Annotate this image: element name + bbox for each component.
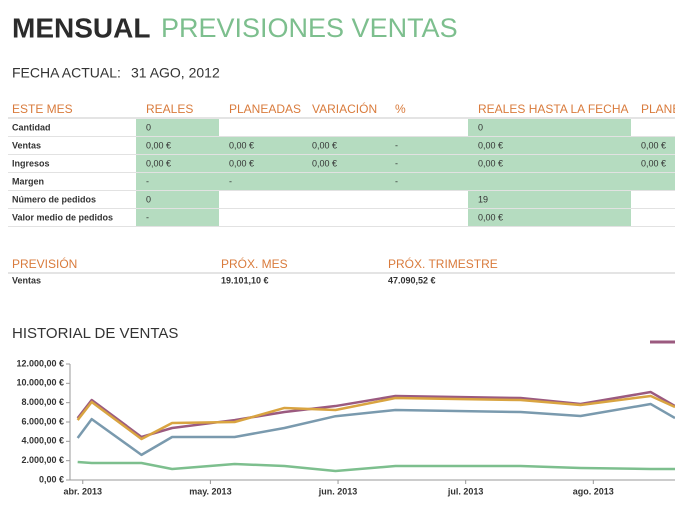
column-header: ESTE MES — [12, 102, 73, 116]
forecast-cell: Ventas — [12, 275, 41, 285]
cell-fill — [631, 137, 675, 154]
y-tick-label: 6.000,00 € — [21, 416, 64, 426]
cell-fill — [136, 119, 219, 136]
title-light: PREVISIONES VENTAS — [161, 13, 458, 43]
cell: - — [146, 176, 149, 186]
cell-fill — [302, 137, 385, 154]
chart-title: HISTORIAL DE VENTAS — [12, 325, 178, 342]
forecast-header: PREVISIÓN — [12, 256, 77, 271]
forecast-header: PRÓX. MES — [221, 256, 288, 271]
cell-fill — [302, 155, 385, 172]
y-tick-label: 12.000,00 € — [16, 358, 64, 368]
cell-fill — [219, 137, 302, 154]
cell: 0 — [146, 122, 151, 132]
x-tick-label: jun. 2013 — [318, 486, 358, 496]
x-tick-label: ago. 2013 — [573, 486, 614, 496]
cell-fill — [631, 155, 675, 172]
column-header: REALES HASTA LA FECHA — [478, 102, 629, 116]
y-tick-label: 8.000,00 € — [21, 397, 64, 407]
row-label: Número de pedidos — [12, 194, 96, 204]
column-header: VARIACIÓN — [312, 101, 377, 116]
cell-fill — [219, 173, 302, 190]
cell: 0,00 € — [478, 140, 503, 150]
column-header: % — [395, 102, 406, 116]
cell-fill — [468, 137, 631, 154]
y-tick-label: 2.000,00 € — [21, 455, 64, 465]
series-line — [76, 394, 675, 441]
forecast-header: PRÓX. TRIMESTRE — [388, 256, 498, 271]
date-value: 31 AGO, 2012 — [131, 65, 220, 81]
cell-fill — [385, 137, 468, 154]
cell: 0,00 € — [312, 158, 337, 168]
forecast-cell: 47.090,52 € — [388, 275, 436, 285]
series-line — [77, 460, 675, 473]
cell: 0,00 € — [478, 212, 503, 222]
x-tick-label: may. 2013 — [189, 486, 231, 496]
row-label: Ingresos — [12, 158, 50, 168]
cell: 0,00 € — [312, 140, 337, 150]
row-label: Cantidad — [12, 122, 51, 132]
cell-fill — [468, 191, 631, 208]
column-header: PLANE — [641, 102, 675, 116]
cell: - — [395, 158, 398, 168]
cell-fill — [468, 209, 631, 226]
cell-fill — [631, 173, 675, 190]
cell-fill — [468, 173, 631, 190]
title-bold: MENSUAL — [12, 12, 150, 43]
cell: 0,00 € — [229, 158, 254, 168]
cell: 19 — [478, 194, 488, 204]
date-label: FECHA ACTUAL: — [12, 65, 121, 81]
cell: 0,00 € — [146, 140, 171, 150]
cell-fill — [468, 119, 631, 136]
cell: - — [395, 140, 398, 150]
cell-fill — [136, 191, 219, 208]
cell: 0 — [146, 194, 151, 204]
cell-fill — [136, 209, 219, 226]
row-label: Valor medio de pedidos — [12, 212, 113, 222]
cell: 0,00 € — [146, 158, 171, 168]
cell-fill — [136, 173, 219, 190]
cell: 0 — [478, 122, 483, 132]
cell: 0,00 € — [641, 140, 666, 150]
cell: 0,00 € — [478, 158, 503, 168]
cell-fill — [468, 155, 631, 172]
cell-fill — [219, 155, 302, 172]
cell-fill — [302, 173, 385, 190]
forecast-cell: 19.101,10 € — [221, 275, 269, 285]
cell: - — [146, 212, 149, 222]
cell: 0,00 € — [229, 140, 254, 150]
row-label: Ventas — [12, 140, 41, 150]
cell: - — [395, 176, 398, 186]
cell-fill — [136, 137, 219, 154]
cell: - — [229, 176, 232, 186]
column-header: PLANEADAS — [229, 102, 301, 116]
cell-fill — [385, 155, 468, 172]
y-tick-label: 4.000,00 € — [21, 436, 64, 446]
column-header: REALES — [146, 102, 193, 116]
y-tick-label: 0,00 € — [39, 474, 64, 484]
cell-fill — [385, 173, 468, 190]
x-tick-label: jul. 2013 — [447, 486, 484, 496]
cell: 0,00 € — [641, 158, 666, 168]
row-label: Margen — [12, 176, 44, 186]
cell-fill — [136, 155, 219, 172]
x-tick-label: abr. 2013 — [63, 486, 102, 496]
y-tick-label: 10.000,00 € — [16, 378, 64, 388]
series-line — [76, 402, 675, 457]
